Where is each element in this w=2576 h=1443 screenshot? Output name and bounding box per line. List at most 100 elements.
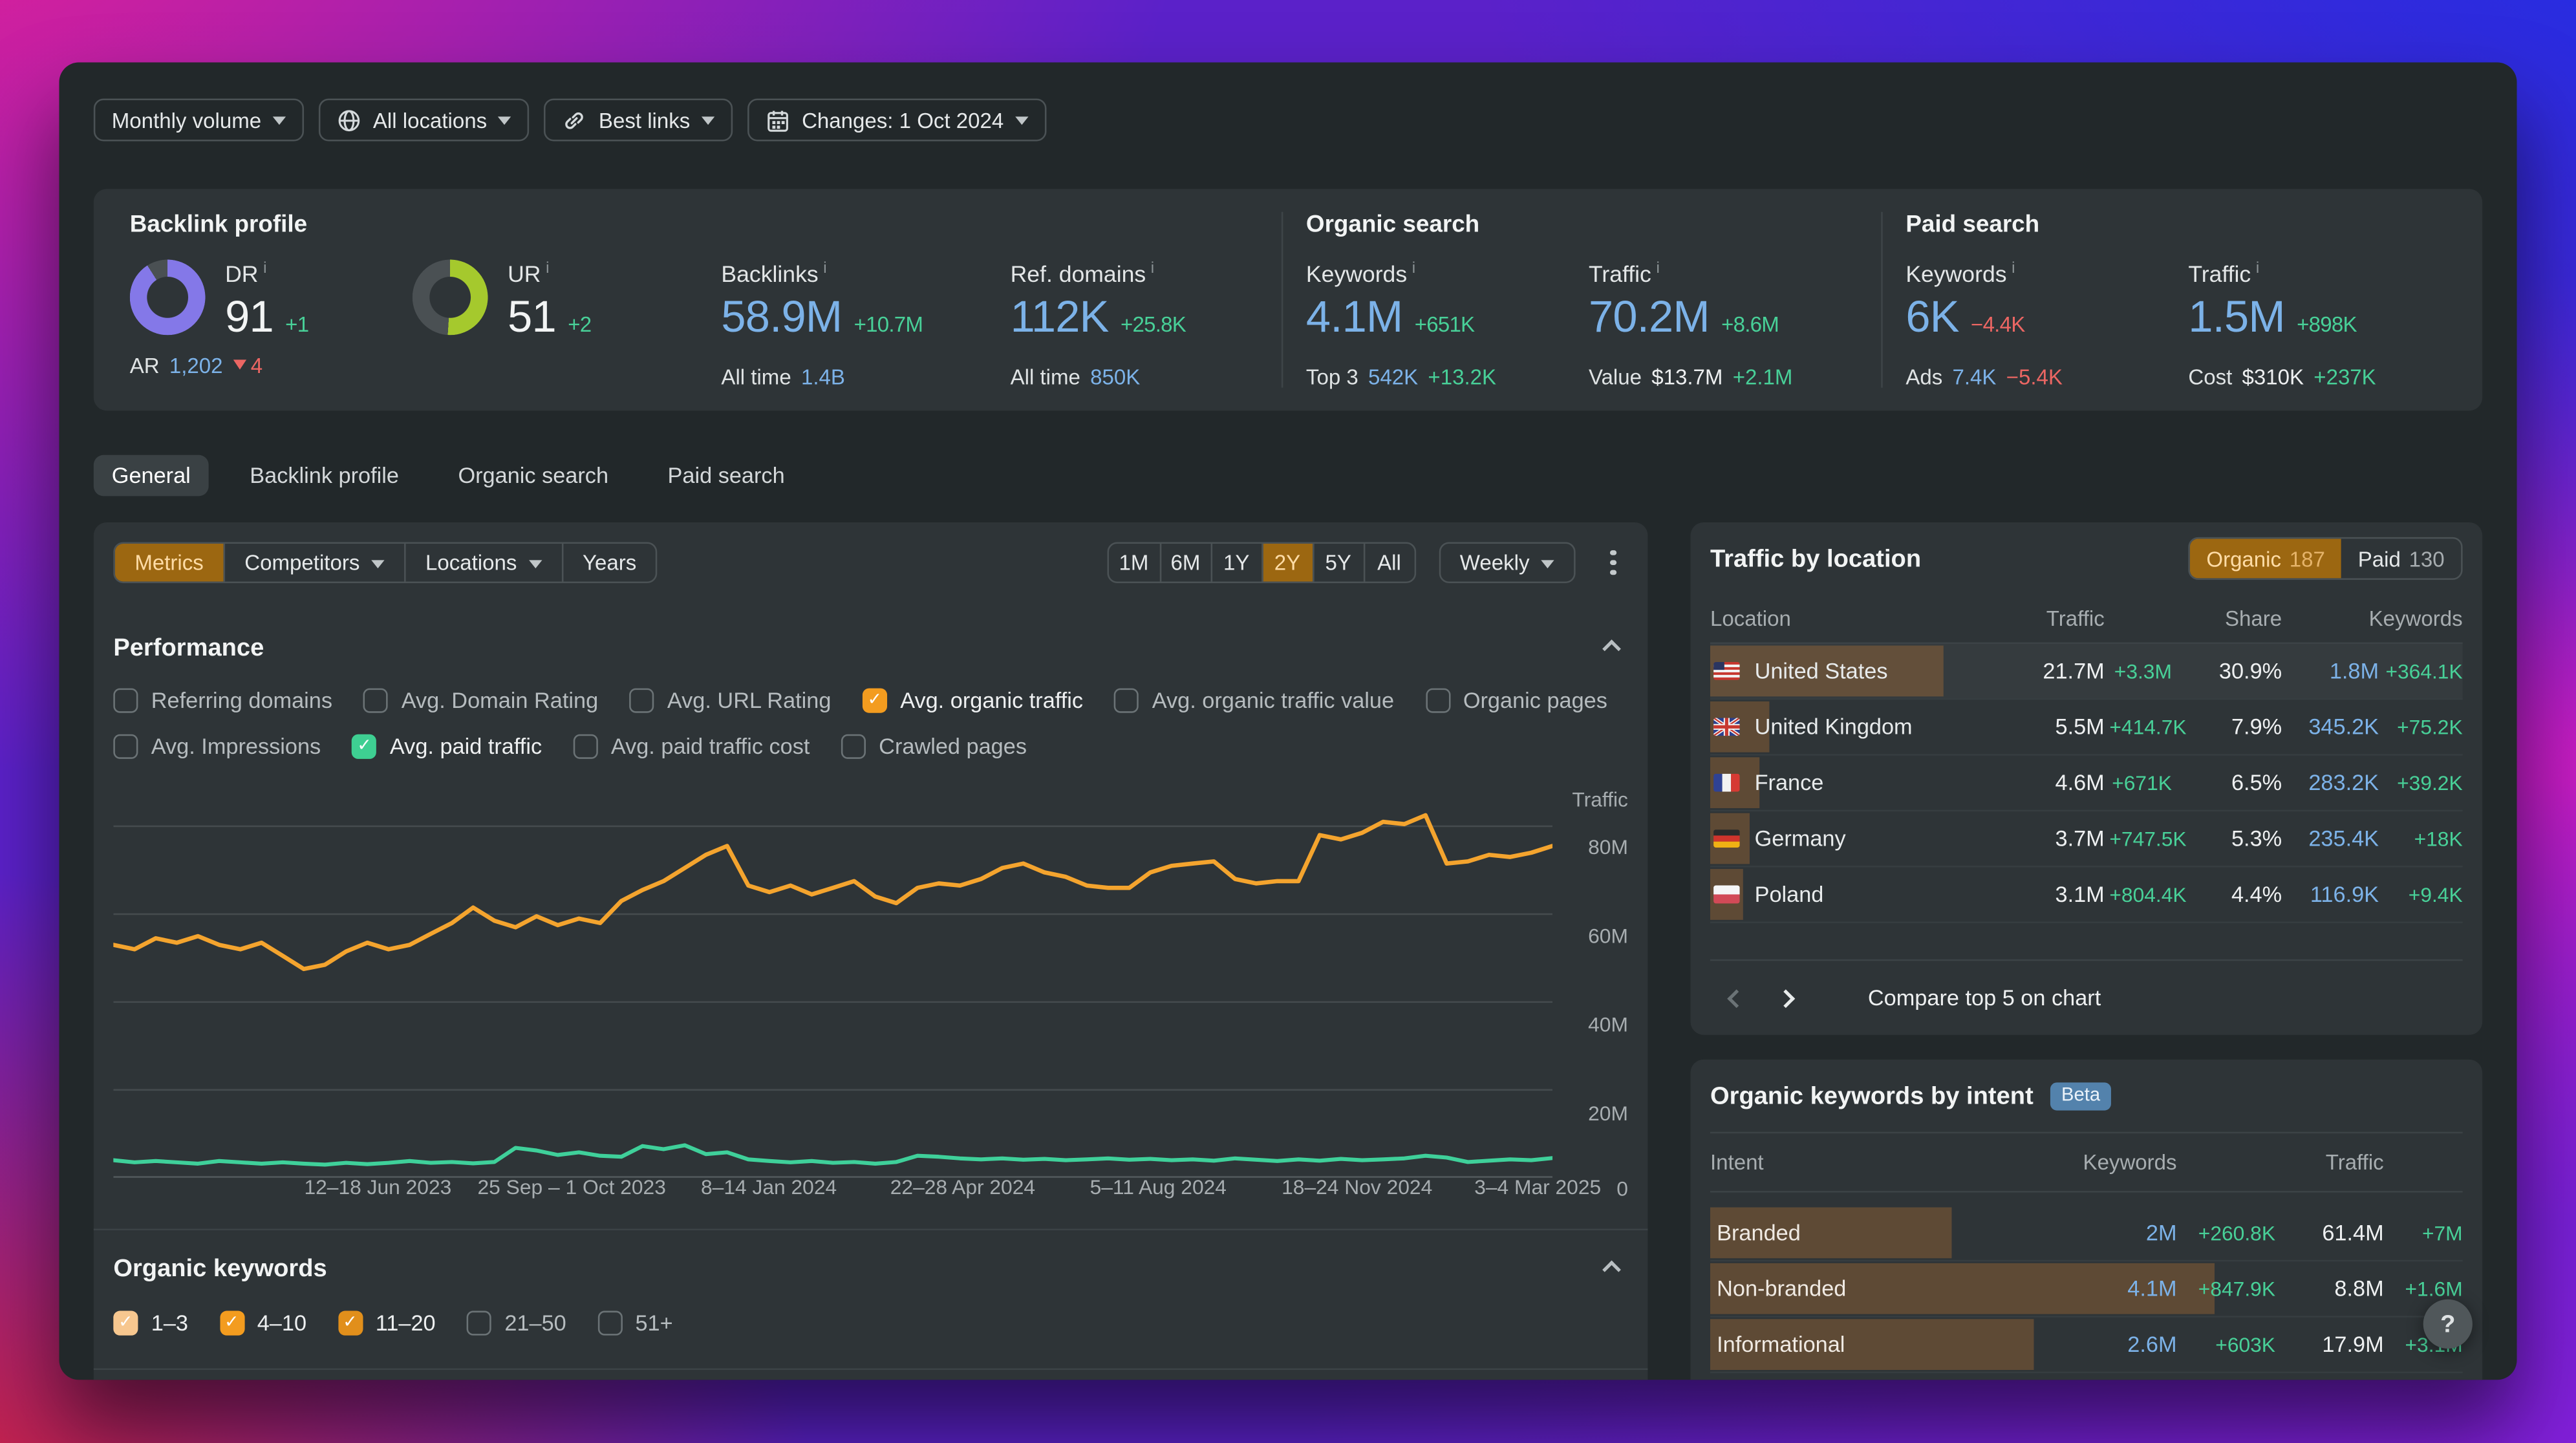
prev-page-chevron-icon[interactable]: [1727, 989, 1746, 1007]
range-5y-button[interactable]: 5Y: [1312, 544, 1363, 582]
filter-pos-51plus[interactable]: ✓ 51+: [597, 1310, 673, 1336]
info-icon[interactable]: i: [1411, 259, 1416, 278]
filter-label: Avg. organic traffic value: [1152, 688, 1395, 713]
filter-avg-url-rating[interactable]: ✓ Avg. URL Rating: [629, 688, 831, 713]
locations-filter-dropdown[interactable]: Locations: [403, 544, 561, 582]
paid-traffic-line: [113, 1143, 1553, 1167]
keywords-value[interactable]: 1.8M: [2329, 658, 2379, 683]
paid-cost: Cost $310K +237K: [2188, 364, 2376, 389]
location-name: Poland: [1754, 882, 1824, 907]
volume-dropdown[interactable]: Monthly volume: [93, 98, 305, 142]
info-icon[interactable]: i: [823, 259, 827, 278]
range-1m-button[interactable]: 1M: [1119, 550, 1149, 575]
granularity-dropdown[interactable]: Weekly: [1440, 544, 1574, 581]
granularity-group: Weekly: [1438, 542, 1576, 583]
paid-keywords-value[interactable]: 6K −4.4K: [1905, 292, 2025, 341]
collapse-chevron-icon[interactable]: [1602, 1259, 1621, 1279]
links-dropdown[interactable]: Best links: [544, 98, 733, 142]
x-tick: 22–28 Apr 2024: [890, 1176, 1036, 1199]
locations-dropdown[interactable]: All locations: [319, 98, 530, 142]
info-icon[interactable]: i: [1150, 259, 1155, 278]
traffic-delta: +747.5K: [2109, 827, 2187, 850]
toggle-paid[interactable]: Paid 130: [2357, 546, 2445, 571]
backlinks-value[interactable]: 58.9M +10.7M: [721, 292, 923, 341]
keywords-value[interactable]: 2M: [2145, 1220, 2177, 1245]
tab-organic-search[interactable]: Organic search: [458, 463, 609, 488]
compare-top5-link[interactable]: Compare top 5 on chart: [1867, 985, 2101, 1010]
range-1y-button[interactable]: 1Y: [1210, 544, 1261, 582]
paid-traffic-value[interactable]: 1.5M +898K: [2188, 292, 2357, 341]
competitors-dropdown[interactable]: Competitors: [223, 544, 404, 582]
next-page-chevron-icon[interactable]: [1776, 989, 1796, 1007]
tab-backlink-profile[interactable]: Backlink profile: [250, 463, 399, 488]
table-row[interactable]: United States 21.7M +3.3M 30.9% 1.8M +36…: [1710, 644, 2463, 700]
location-name: United Kingdom: [1754, 714, 1913, 740]
ur-delta: +2: [568, 311, 592, 336]
filter-crawled-pages[interactable]: ✓ Crawled pages: [841, 734, 1027, 759]
range-all-button[interactable]: All: [1362, 544, 1414, 582]
filter-pos-1-3[interactable]: ✓ 1–3: [113, 1310, 188, 1336]
filter-pos-21-50[interactable]: ✓ 21–50: [466, 1310, 566, 1336]
info-icon[interactable]: i: [2012, 259, 2015, 278]
filter-organic-pages[interactable]: ✓ Organic pages: [1425, 688, 1607, 713]
keywords-value[interactable]: 4.1M: [2127, 1276, 2177, 1301]
changes-date-dropdown[interactable]: Changes: 1 Oct 2024: [747, 98, 1047, 142]
table-row[interactable]: Branded 2M +260.8K 61.4M +7M: [1710, 1206, 2463, 1262]
table-row[interactable]: Informational 2.6M +603K 17.9M +3.1M: [1710, 1318, 2463, 1374]
share-value: 4.4%: [2231, 882, 2282, 907]
metrics-button[interactable]: Metrics: [114, 544, 224, 582]
info-icon[interactable]: i: [2255, 259, 2260, 278]
filter-avg-domain-rating[interactable]: ✓ Avg. Domain Rating: [363, 688, 598, 713]
help-button[interactable]: ?: [2423, 1299, 2473, 1349]
traffic-by-location-title: Traffic by location: [1710, 544, 1922, 573]
table-row[interactable]: Poland 3.1M +804.4K 4.4% 116.9K +9.4K: [1710, 868, 2463, 923]
info-icon[interactable]: i: [263, 259, 267, 278]
collapse-chevron-icon[interactable]: [1602, 638, 1621, 657]
keywords-value[interactable]: 235.4K: [2308, 826, 2379, 851]
range-6m-button[interactable]: 6M: [1159, 544, 1210, 582]
tab-paid-search[interactable]: Paid search: [667, 463, 785, 488]
ar-value[interactable]: 1,202: [169, 352, 223, 378]
filter-avg-organic-traffic-value[interactable]: ✓ Avg. organic traffic value: [1114, 688, 1395, 713]
organic-top3-value[interactable]: 542K: [1368, 364, 1419, 389]
tab-general[interactable]: General: [93, 454, 209, 497]
filter-pos-4-10[interactable]: ✓ 4–10: [219, 1310, 306, 1336]
flag-uk-icon: [1713, 718, 1740, 736]
backlinks-alltime-value[interactable]: 1.4B: [800, 364, 845, 389]
keywords-value[interactable]: 116.9K: [2310, 882, 2379, 907]
filter-avg-paid-traffic[interactable]: ✓ Avg. paid traffic: [352, 734, 542, 759]
keywords-value[interactable]: 283.2K: [2308, 770, 2379, 795]
table-row[interactable]: United Kingdom 5.5M +414.7K 7.9% 345.2K …: [1710, 700, 2463, 756]
table-row[interactable]: Non-branded 4.1M +847.9K 8.8M +1.6M: [1710, 1261, 2463, 1318]
organic-keywords-value[interactable]: 4.1M +651K: [1305, 292, 1475, 341]
ur-donut: [412, 259, 488, 336]
y-tick-40m: 40M: [1588, 1013, 1628, 1037]
info-icon[interactable]: i: [1656, 259, 1660, 278]
range-2y-button[interactable]: 2Y: [1261, 544, 1313, 582]
intent-name: Branded: [1717, 1220, 1801, 1245]
more-options-button[interactable]: [1598, 548, 1628, 577]
refdomains-value[interactable]: 112K +25.8K: [1010, 292, 1186, 341]
toggle-organic[interactable]: Organic 187: [2189, 539, 2342, 579]
years-button[interactable]: Years: [561, 544, 656, 582]
location-name: United States: [1754, 658, 1888, 683]
table-row[interactable]: Germany 3.7M +747.5K 5.3% 235.4K +18K: [1710, 811, 2463, 868]
share-value: 5.3%: [2231, 826, 2282, 851]
keywords-value[interactable]: 2.6M: [2127, 1332, 2177, 1357]
filter-referring-domains[interactable]: ✓ Referring domains: [113, 688, 332, 713]
checkbox: ✓: [338, 1310, 363, 1336]
organic-traffic-value[interactable]: 70.2M +8.6M: [1588, 292, 1779, 341]
checkbox: ✓: [1425, 688, 1450, 713]
filter-avg-paid-traffic-cost[interactable]: ✓ Avg. paid traffic cost: [573, 734, 810, 759]
filter-pos-11-20[interactable]: ✓ 11–20: [338, 1310, 436, 1336]
traffic-chart[interactable]: Traffic 80M 60M 40M 20M 0 12–18 Jun 2023…: [113, 765, 1628, 1206]
filter-avg-organic-traffic[interactable]: ✓ Avg. organic traffic: [862, 688, 1083, 713]
traffic-delta: +414.7K: [2109, 715, 2187, 739]
info-icon[interactable]: i: [546, 259, 550, 278]
refdomains-alltime-value[interactable]: 850K: [1090, 364, 1141, 389]
table-row[interactable]: France 4.6M +671K 6.5% 283.2K +39.2K: [1710, 756, 2463, 812]
paid-ads-value[interactable]: 7.4K: [1952, 364, 1997, 389]
filter-avg-impressions[interactable]: ✓ Avg. Impressions: [113, 734, 321, 759]
traffic-value: 61.4M: [2322, 1220, 2384, 1245]
keywords-value[interactable]: 345.2K: [2308, 714, 2379, 740]
